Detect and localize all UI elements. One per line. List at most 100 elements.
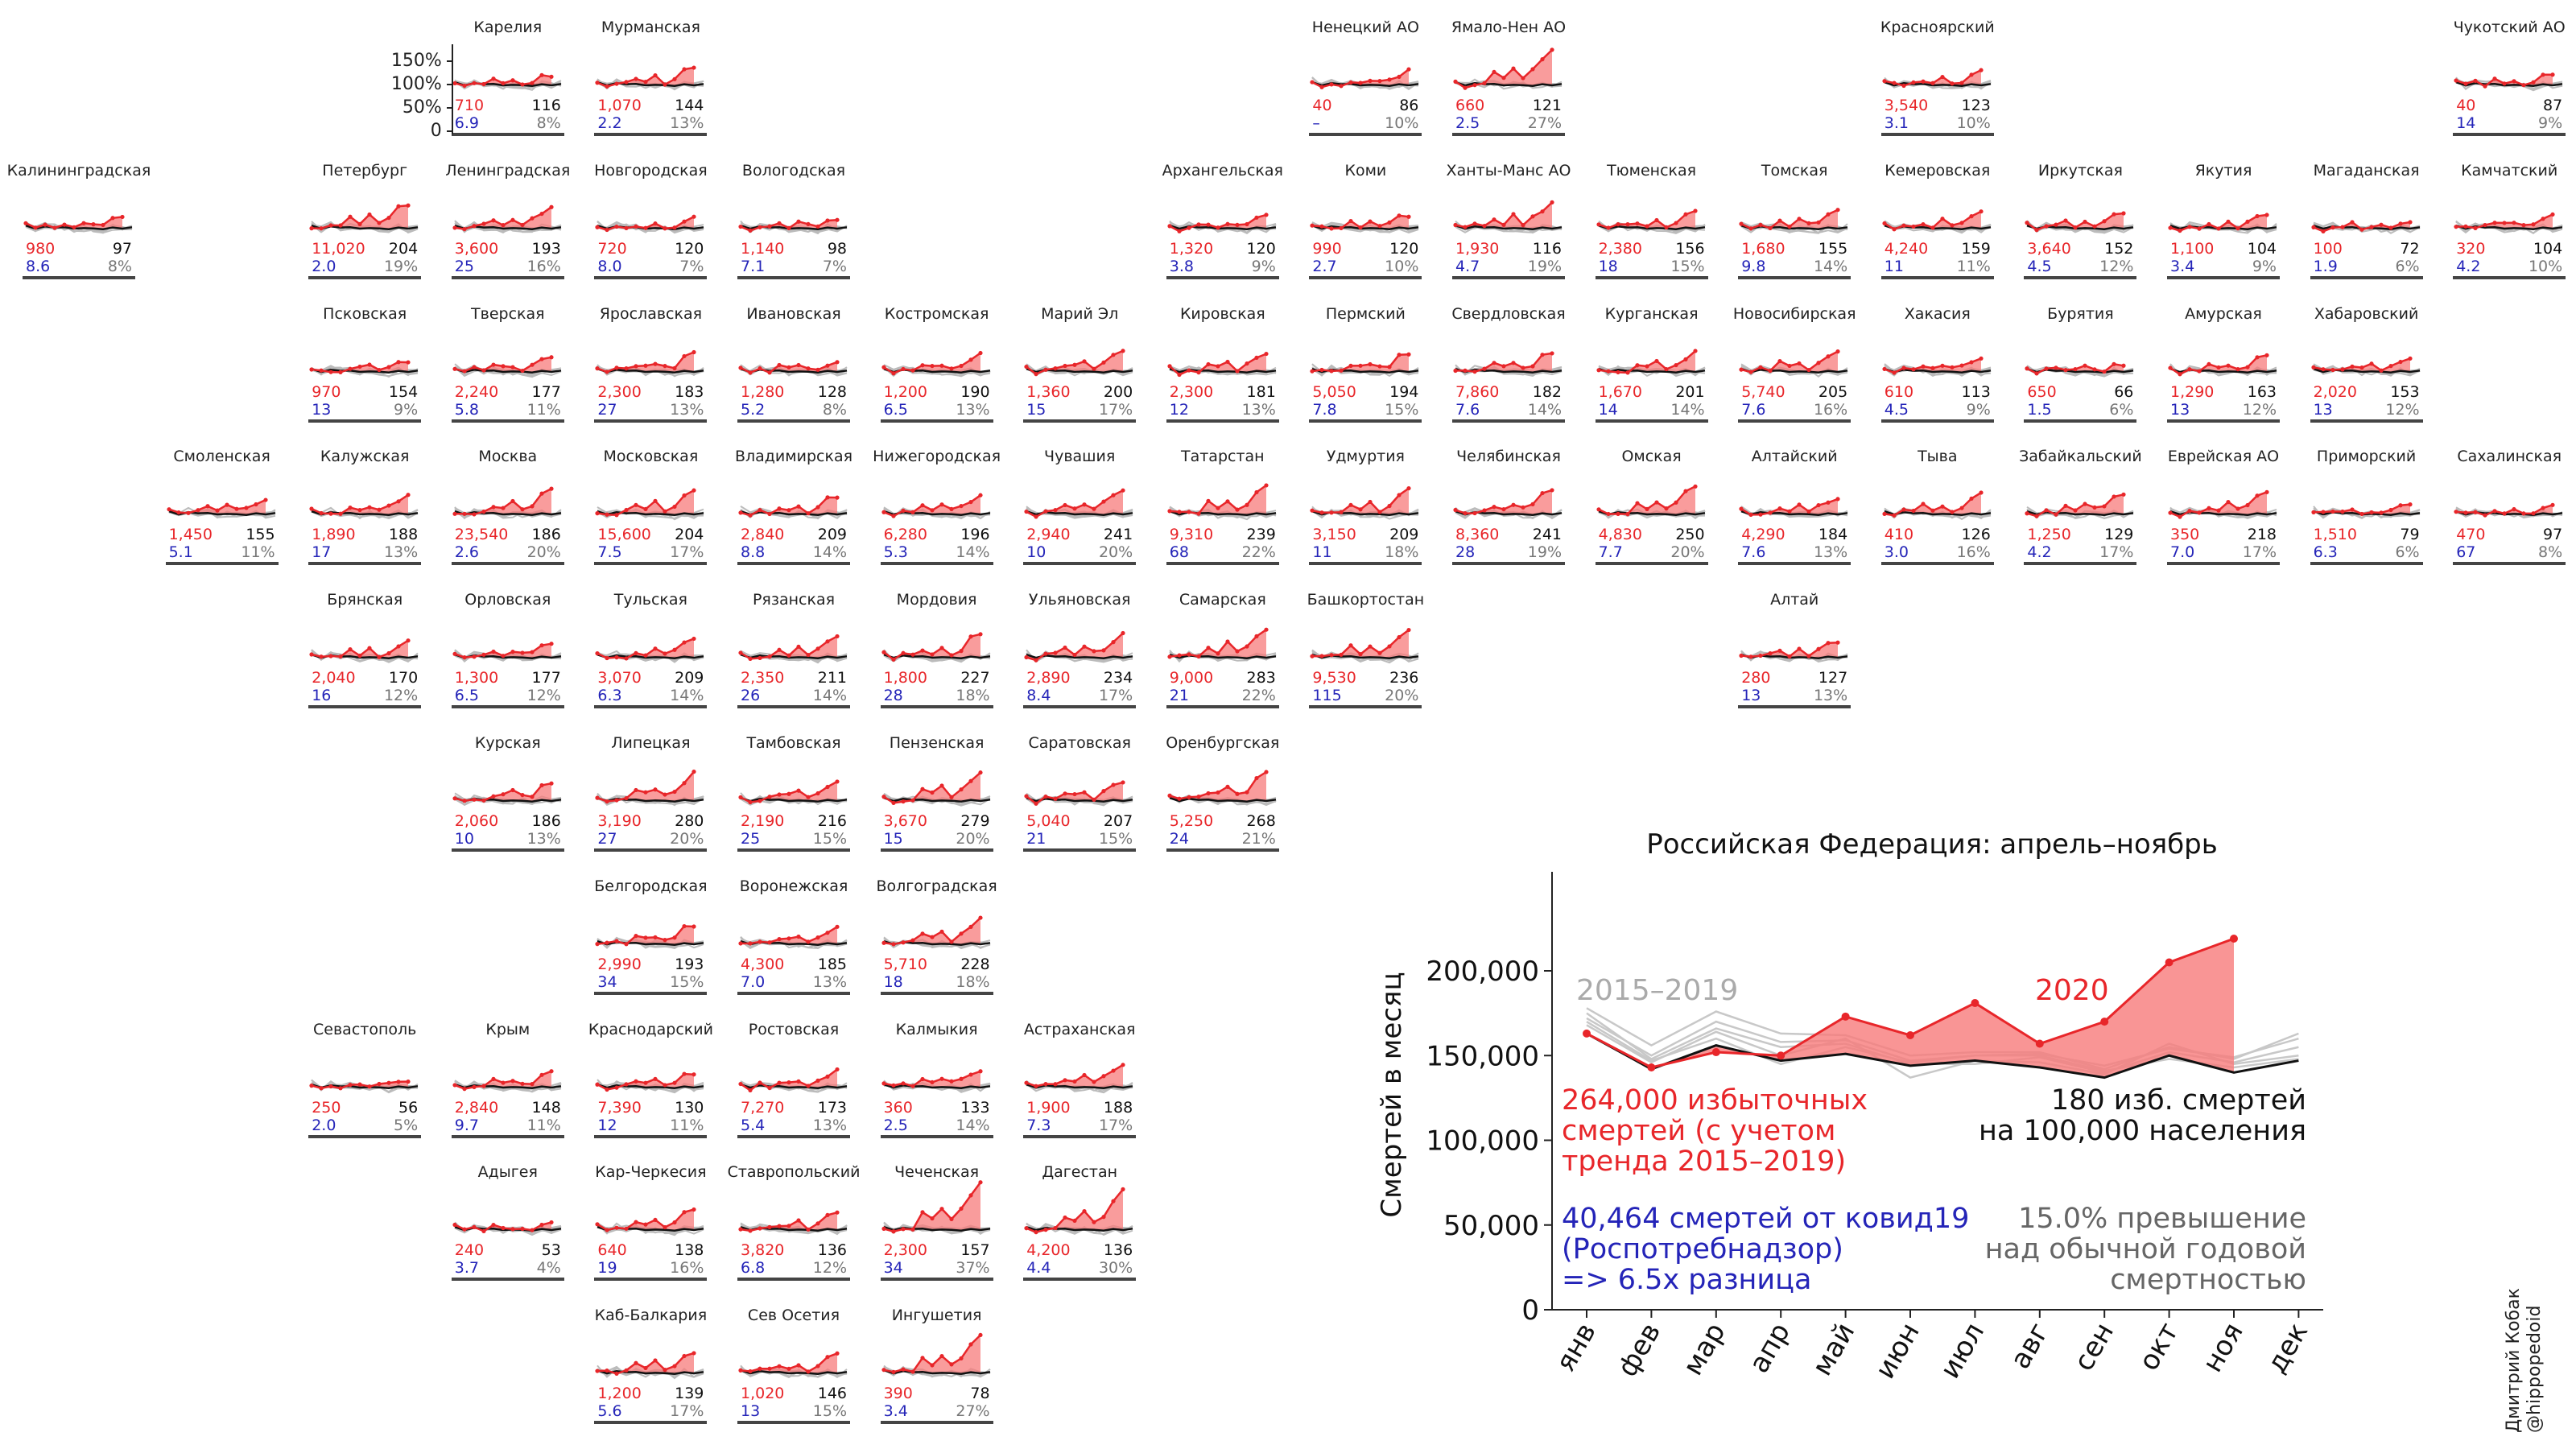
point-2020 (595, 1222, 600, 1227)
point-2020 (1596, 222, 1601, 227)
point-2020 (491, 217, 496, 223)
point-2020 (1368, 361, 1373, 366)
excess-deaths: 1,900 (1026, 1098, 1071, 1117)
point-2020 (786, 1080, 791, 1084)
excess-percent: 13% (956, 400, 990, 419)
point-2020 (767, 512, 772, 517)
point-2020 (481, 221, 486, 226)
point-2020 (643, 1222, 648, 1228)
point-2020 (1043, 509, 1048, 514)
point-2020 (1043, 367, 1048, 372)
point-2020 (491, 1076, 496, 1081)
baseline-line (1169, 654, 1276, 660)
point-2020 (1540, 491, 1545, 496)
point-2020 (2492, 220, 2497, 225)
point-2020 (624, 795, 629, 801)
region-panel: Калужская 1,890 188 17 13% (308, 443, 422, 566)
region-panel: 150% 100% 50% 0 Карелия 710 116 6.9 8% (391, 14, 564, 141)
point-2020 (396, 359, 401, 364)
region-panel: Белгородская 2,990 193 34 15% (594, 873, 708, 995)
point-2020 (1235, 791, 1240, 796)
excess-per-100k: 193 (531, 239, 561, 258)
excess-deaths: 990 (1312, 239, 1342, 258)
excess-percent: 14% (670, 687, 704, 705)
excess-percent: 8% (2538, 543, 2563, 562)
region-sparkline (1595, 208, 1708, 279)
point-2020 (806, 221, 811, 226)
region-panel: Алтайский 4,290 184 7.6 13% (1738, 443, 1852, 566)
point-2020 (1206, 222, 1211, 227)
excess-per-100k: 193 (675, 955, 704, 973)
point-2020 (1892, 226, 1897, 232)
excess-deaths: 6,280 (883, 526, 927, 544)
point-2020 (530, 362, 535, 367)
point-2020 (1501, 507, 1506, 512)
point-2020 (1339, 652, 1344, 658)
excess-per-100k: 218 (2247, 526, 2277, 544)
point-2020 (2044, 508, 2049, 513)
excess-deaths: 1,800 (883, 669, 927, 687)
point-2020 (1892, 80, 1897, 85)
point-2020 (1319, 85, 1324, 89)
point-2020 (1940, 74, 1945, 80)
point-2020 (510, 499, 515, 504)
point-2020 (462, 799, 467, 803)
point-2020 (1530, 502, 1535, 507)
point-2020 (2541, 72, 2545, 77)
history-label: 2015–2019 (1576, 974, 1738, 1007)
excess-percent: 15% (1098, 830, 1133, 848)
point-2020 (1521, 365, 1525, 370)
excess-percent: 16% (1956, 543, 1991, 562)
point-2020 (634, 1079, 638, 1084)
point-2020 (2187, 509, 2192, 514)
point-2020 (2512, 220, 2516, 225)
point-2020 (452, 1223, 457, 1228)
excess-deaths: 2,300 (597, 382, 642, 401)
point-2020 (929, 508, 935, 513)
point-2020 (1472, 511, 1477, 516)
region-sparkline (1880, 68, 1994, 136)
point-2020 (367, 1084, 372, 1088)
excess-deaths: 5,050 (1312, 382, 1356, 401)
baseline-line (597, 510, 704, 517)
point-2020 (1758, 222, 1763, 227)
point-2020 (2407, 220, 2413, 225)
region-sparkline (1452, 47, 1565, 136)
excess-area (312, 205, 409, 229)
x-tick-label: фев (1612, 1318, 1668, 1383)
point-2020 (948, 795, 954, 799)
excess-percent: 18% (956, 972, 990, 991)
point-2020 (796, 1363, 801, 1368)
point-2020 (2121, 363, 2126, 368)
point-2020 (653, 935, 658, 939)
point-2020 (2207, 506, 2211, 511)
excess-deaths: 660 (1455, 97, 1485, 114)
point-2020 (634, 224, 638, 229)
region-panel: Рязанская 2,350 211 26 14% (737, 586, 850, 709)
covid-ratio: 3.1 (1884, 114, 1909, 132)
point-2020 (2073, 366, 2078, 371)
region-panel: Еврейская АО 350 218 7.0 17% (2167, 443, 2280, 566)
region-name: Забайкальский (2019, 448, 2142, 466)
region-sparkline (308, 493, 422, 566)
point-2020 (406, 1079, 411, 1084)
point-2020 (1711, 1048, 1720, 1057)
covid-ratio: 6.9 (454, 114, 480, 132)
point-2020 (881, 650, 886, 655)
region-sparkline (737, 495, 850, 566)
point-2020 (1196, 511, 1201, 517)
point-2020 (1368, 500, 1373, 505)
covid-ratio: 2.2 (597, 114, 622, 132)
point-2020 (1624, 512, 1630, 517)
excess-percent: 10% (2528, 257, 2563, 275)
region-sparkline (1452, 200, 1565, 279)
point-2020 (815, 1364, 820, 1368)
region-name: Сахалинская (2457, 448, 2562, 466)
point-2020 (1216, 506, 1220, 511)
region-name: Кемеровская (1885, 161, 1991, 180)
region-panel: Воронежская 4,300 185 7.0 13% (737, 873, 850, 995)
point-2020 (462, 1086, 467, 1091)
point-2020 (1053, 508, 1058, 513)
region-panel: Чукотский АО 40 87 14 9% (2453, 14, 2566, 136)
point-2020 (520, 1081, 525, 1086)
